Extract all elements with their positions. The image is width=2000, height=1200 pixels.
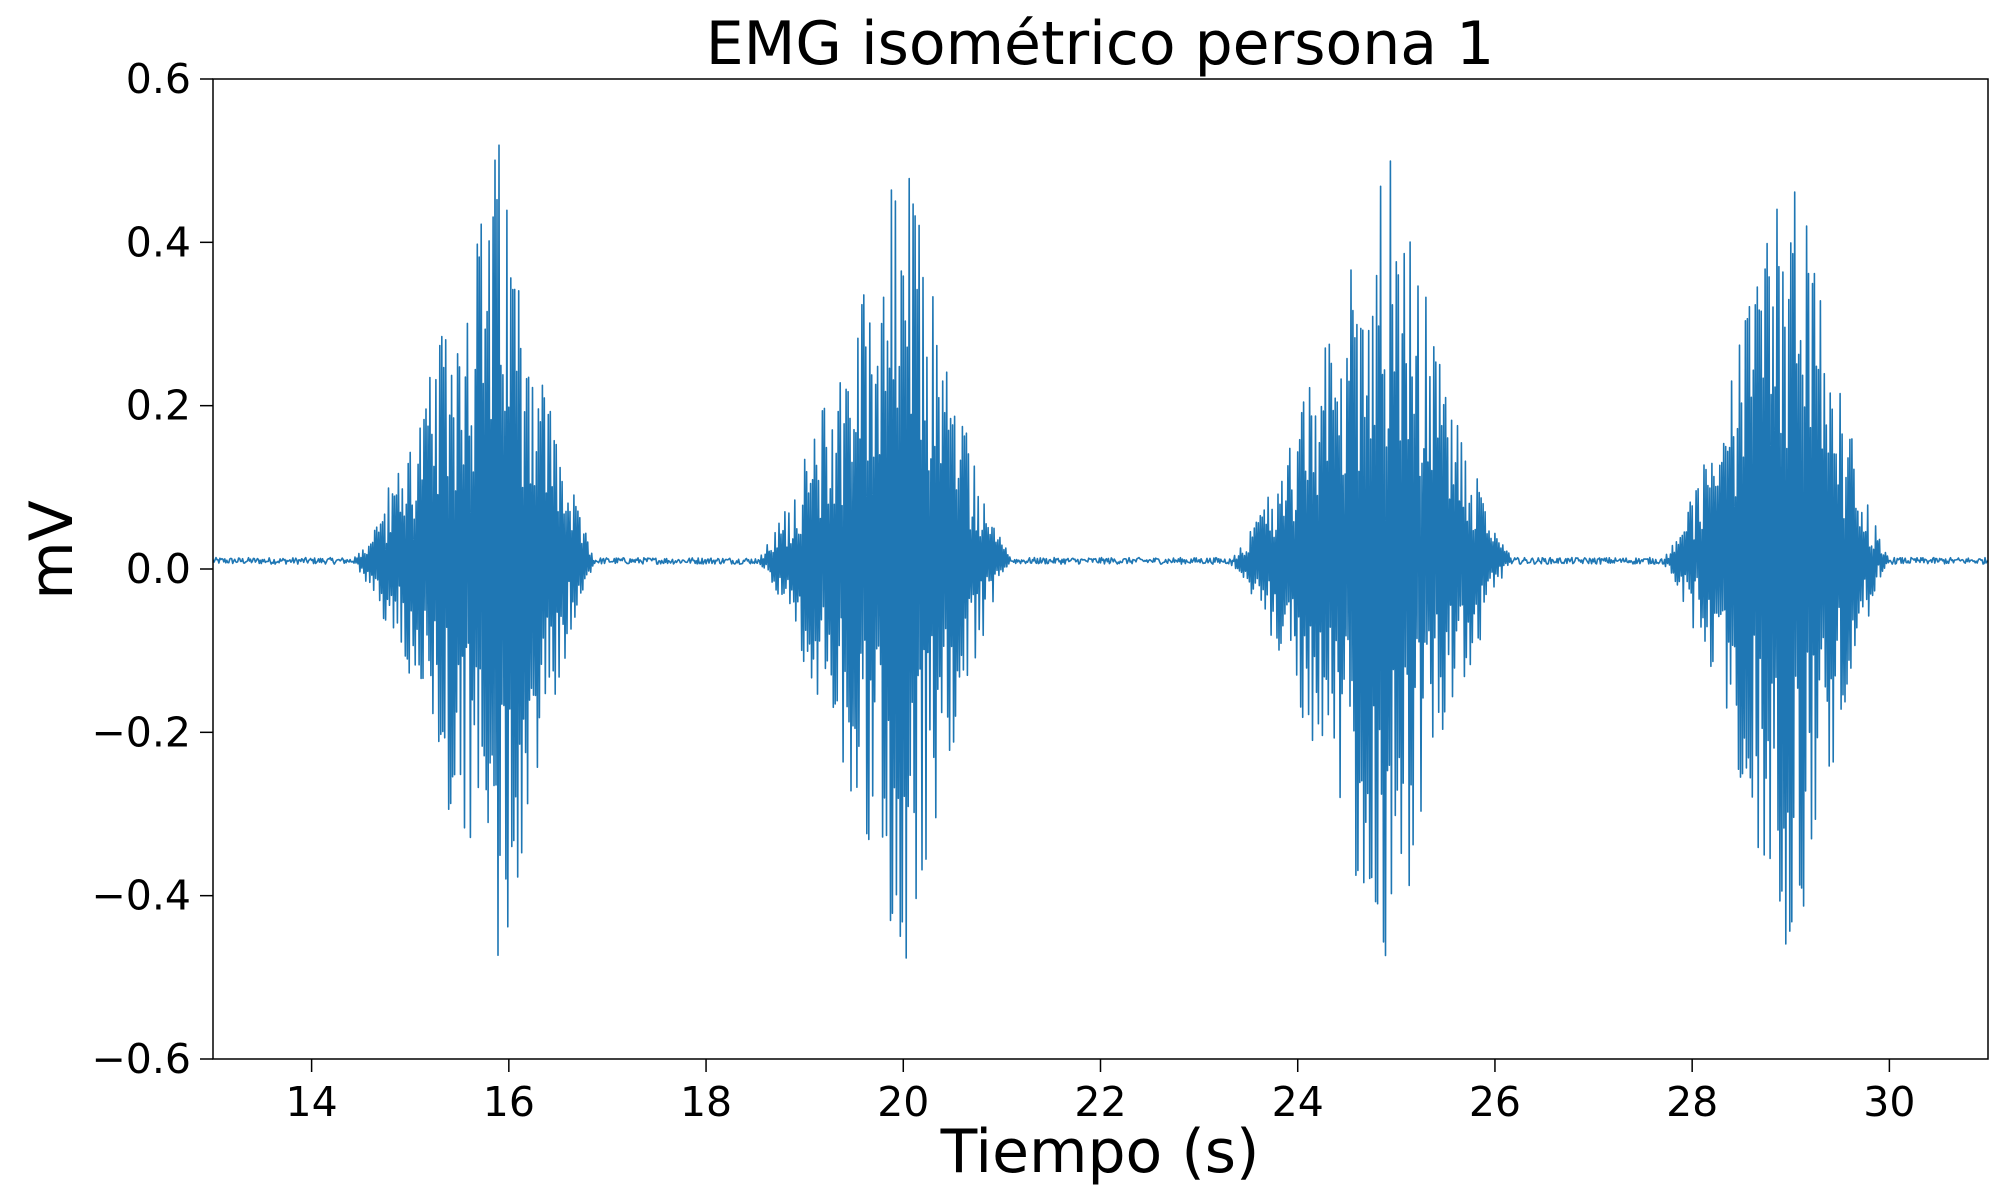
- y-tick-label: −0.2: [91, 708, 191, 756]
- x-tick-label: 30: [1863, 1078, 1915, 1126]
- series-group: [213, 144, 1988, 959]
- x-tick-label: 22: [1074, 1078, 1126, 1126]
- y-tick-label: −0.4: [91, 872, 191, 920]
- x-tick-label: 14: [286, 1078, 338, 1126]
- y-tick-label: −0.6: [91, 1035, 191, 1083]
- chart-title: EMG isométrico persona 1: [706, 9, 1495, 79]
- series-line-emg: [213, 144, 1988, 959]
- y-tick-label: 0.4: [126, 218, 191, 266]
- x-axis-ticks: 14 16 18 20 22 24 26 28 30: [286, 1059, 1915, 1126]
- x-axis-label: Tiempo (s): [940, 1117, 1260, 1187]
- x-tick-label: 18: [680, 1078, 732, 1126]
- y-tick-label: 0.2: [126, 382, 191, 430]
- x-tick-label: 28: [1666, 1078, 1718, 1126]
- x-tick-label: 26: [1469, 1078, 1521, 1126]
- y-axis-ticks: −0.6 −0.4 −0.2 0.0 0.2 0.4 0.6: [91, 55, 213, 1083]
- x-tick-label: 20: [877, 1078, 929, 1126]
- plot-area: [212, 78, 1989, 1060]
- y-tick-label: 0.0: [126, 545, 191, 593]
- x-tick-label: 16: [483, 1078, 535, 1126]
- y-axis-label: mV: [17, 500, 87, 600]
- y-tick-label: 0.6: [126, 55, 191, 103]
- x-tick-label: 24: [1272, 1078, 1324, 1126]
